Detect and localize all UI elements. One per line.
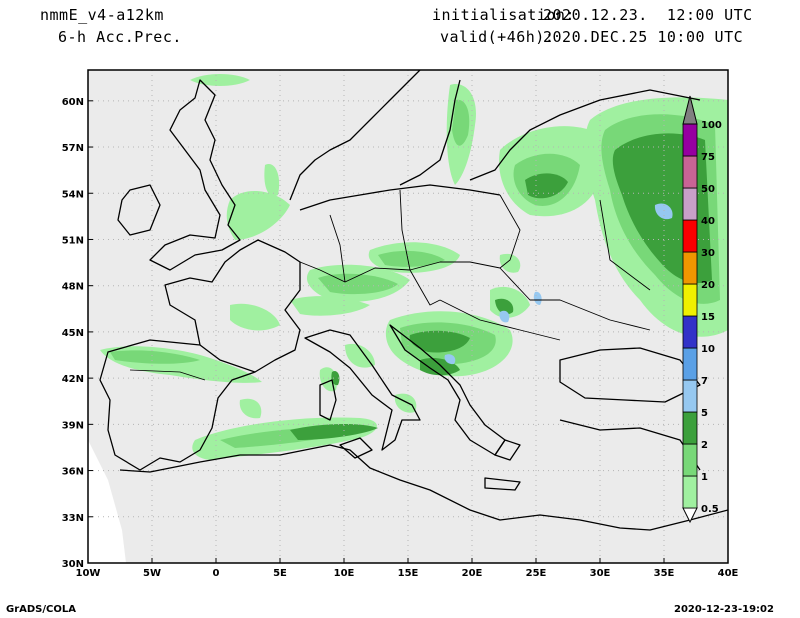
colorbar-label: 1 [701,472,708,483]
lat-label: 48N [62,282,84,293]
colorbar-label: 0.5 [701,504,719,515]
colorbar-box [682,347,698,381]
colorbar-label: 2 [701,440,708,451]
init-value: 2020.12.23. 12:00 UTC [543,6,753,24]
lon-label: 25E [526,568,547,579]
axis-ticks [87,100,729,564]
footer-left: GrADS/COLA [6,604,76,615]
colorbar-box [682,155,698,189]
lat-label: 42N [62,374,84,385]
model-name: nmmE_v4-a12km [40,6,164,24]
out-of-domain-area [88,440,126,563]
lon-label: 35E [654,568,675,579]
colorbar-label: 50 [701,184,715,195]
colorbar-label: 40 [701,216,715,227]
colorbar-box [682,379,698,413]
field-name: 6-h Acc.Prec. [58,28,182,46]
coastlines [99,70,728,531]
colorbar-label: 20 [701,280,715,291]
colorbar-box [682,475,698,509]
colorbar-box [682,411,698,445]
valid-label: valid(+46h): [440,28,555,46]
colorbar: 0.5 1 2 5 7 10 15 20 30 40 50 75 100 [682,95,722,524]
lat-label: 39N [62,420,84,431]
colorbar-label: 15 [701,312,715,323]
colorbar-label: 7 [701,376,708,387]
lat-label: 36N [62,467,84,478]
lon-label: 5E [273,568,287,579]
lon-label: 10W [76,568,101,579]
lon-label: 15E [398,568,419,579]
lon-label: 30E [590,568,611,579]
init-label: initialisation: [432,6,575,24]
lat-label: 60N [62,97,84,108]
lat-label: 57N [62,143,84,154]
colorbar-box [682,219,698,253]
lon-label: 40E [718,568,739,579]
lat-label: 30N [62,559,84,570]
lon-label: 0 [213,568,220,579]
lon-labels: 10W 5W 0 5E 10E 15E 20E 25E 30E 35E 40E [76,568,739,579]
lat-label: 51N [62,235,84,246]
colorbar-over-arrow [682,95,698,125]
colorbar-box [682,315,698,349]
precip-level-5 [444,203,673,365]
valid-value: 2020.DEC.25 10:00 UTC [543,28,744,46]
graticule [88,70,728,563]
lon-label: 20E [462,568,483,579]
colorbar-label: 5 [701,408,708,419]
lat-label: 33N [62,513,84,524]
lon-label: 5W [143,568,161,579]
colorbar-label: 75 [701,152,715,163]
colorbar-label: 30 [701,248,715,259]
colorbar-box [682,251,698,285]
colorbar-box [682,123,698,157]
colorbar-box [682,187,698,221]
lat-label: 54N [62,189,84,200]
lon-label: 10E [334,568,355,579]
colorbar-box [682,283,698,317]
lat-label: 45N [62,328,84,339]
footer-right: 2020-12-23-19:02 [674,604,774,615]
lat-labels: 30N 33N 36N 39N 42N 45N 48N 51N 54N 57N 60N [62,97,84,570]
colorbar-box [682,443,698,477]
colorbar-label: 10 [701,344,715,355]
colorbar-label: 100 [701,120,722,131]
